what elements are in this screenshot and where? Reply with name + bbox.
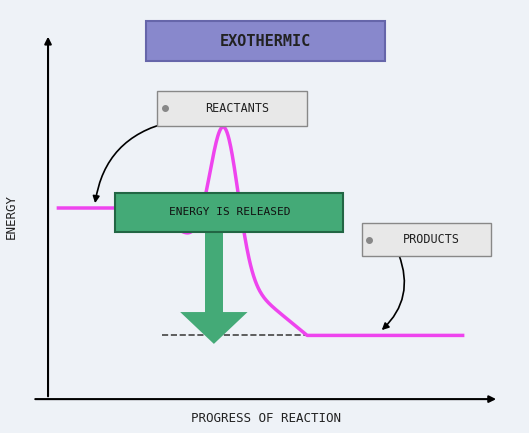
- FancyBboxPatch shape: [205, 208, 223, 316]
- Text: PROGRESS OF REACTION: PROGRESS OF REACTION: [190, 412, 341, 425]
- FancyBboxPatch shape: [115, 193, 343, 232]
- Text: EXOTHERMIC: EXOTHERMIC: [220, 34, 312, 49]
- Text: REACTANTS: REACTANTS: [205, 102, 269, 115]
- FancyBboxPatch shape: [157, 91, 307, 126]
- Text: ENERGY: ENERGY: [5, 194, 18, 239]
- Polygon shape: [180, 312, 248, 344]
- Text: PRODUCTS: PRODUCTS: [403, 233, 460, 246]
- FancyBboxPatch shape: [362, 223, 491, 256]
- Text: ENERGY IS RELEASED: ENERGY IS RELEASED: [169, 207, 290, 217]
- FancyBboxPatch shape: [147, 21, 385, 61]
